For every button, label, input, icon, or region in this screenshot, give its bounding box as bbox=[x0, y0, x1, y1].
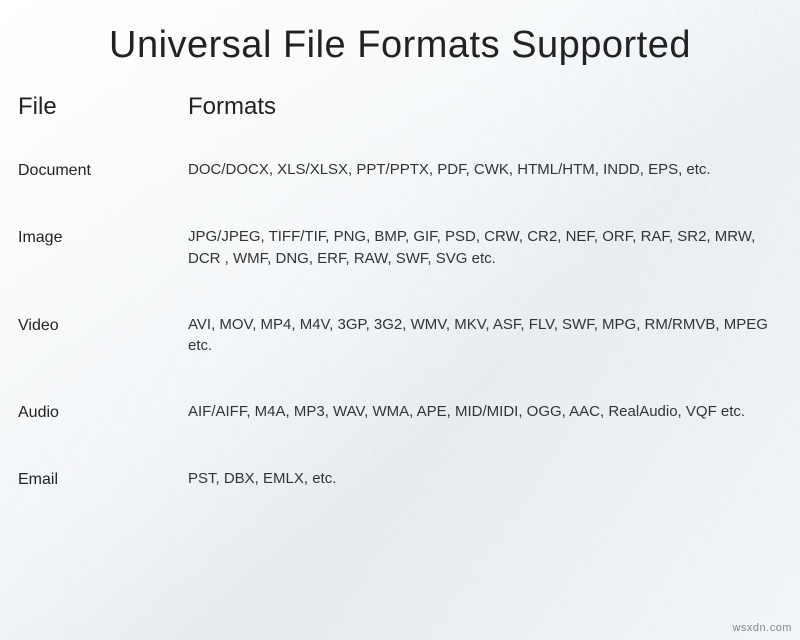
table-row: Image JPG/JPEG, TIFF/TIF, PNG, BMP, GIF,… bbox=[18, 216, 782, 304]
category-cell: Video bbox=[18, 304, 188, 392]
category-cell: Document bbox=[18, 149, 188, 216]
category-cell: Image bbox=[18, 216, 188, 304]
formats-cell: AIF/AIFF, M4A, MP3, WAV, WMA, APE, MID/M… bbox=[188, 391, 782, 458]
page-root: Universal File Formats Supported File Fo… bbox=[0, 0, 800, 640]
page-title: Universal File Formats Supported bbox=[18, 24, 782, 67]
formats-cell: AVI, MOV, MP4, M4V, 3GP, 3G2, WMV, MKV, … bbox=[188, 304, 782, 392]
formats-cell: PST, DBX, EMLX, etc. bbox=[188, 458, 782, 525]
watermark-text: wsxdn.com bbox=[732, 622, 792, 634]
formats-cell: DOC/DOCX, XLS/XLSX, PPT/PPTX, PDF, CWK, … bbox=[188, 149, 782, 216]
header-formats: Formats bbox=[188, 89, 782, 149]
category-cell: Email bbox=[18, 458, 188, 525]
table-header-row: File Formats bbox=[18, 89, 782, 149]
table-row: Document DOC/DOCX, XLS/XLSX, PPT/PPTX, P… bbox=[18, 149, 782, 216]
table-row: Email PST, DBX, EMLX, etc. bbox=[18, 458, 782, 525]
header-file: File bbox=[18, 89, 188, 149]
table-row: Video AVI, MOV, MP4, M4V, 3GP, 3G2, WMV,… bbox=[18, 304, 782, 392]
formats-table: File Formats Document DOC/DOCX, XLS/XLSX… bbox=[18, 89, 782, 526]
formats-cell: JPG/JPEG, TIFF/TIF, PNG, BMP, GIF, PSD, … bbox=[188, 216, 782, 304]
table-row: Audio AIF/AIFF, M4A, MP3, WAV, WMA, APE,… bbox=[18, 391, 782, 458]
category-cell: Audio bbox=[18, 391, 188, 458]
